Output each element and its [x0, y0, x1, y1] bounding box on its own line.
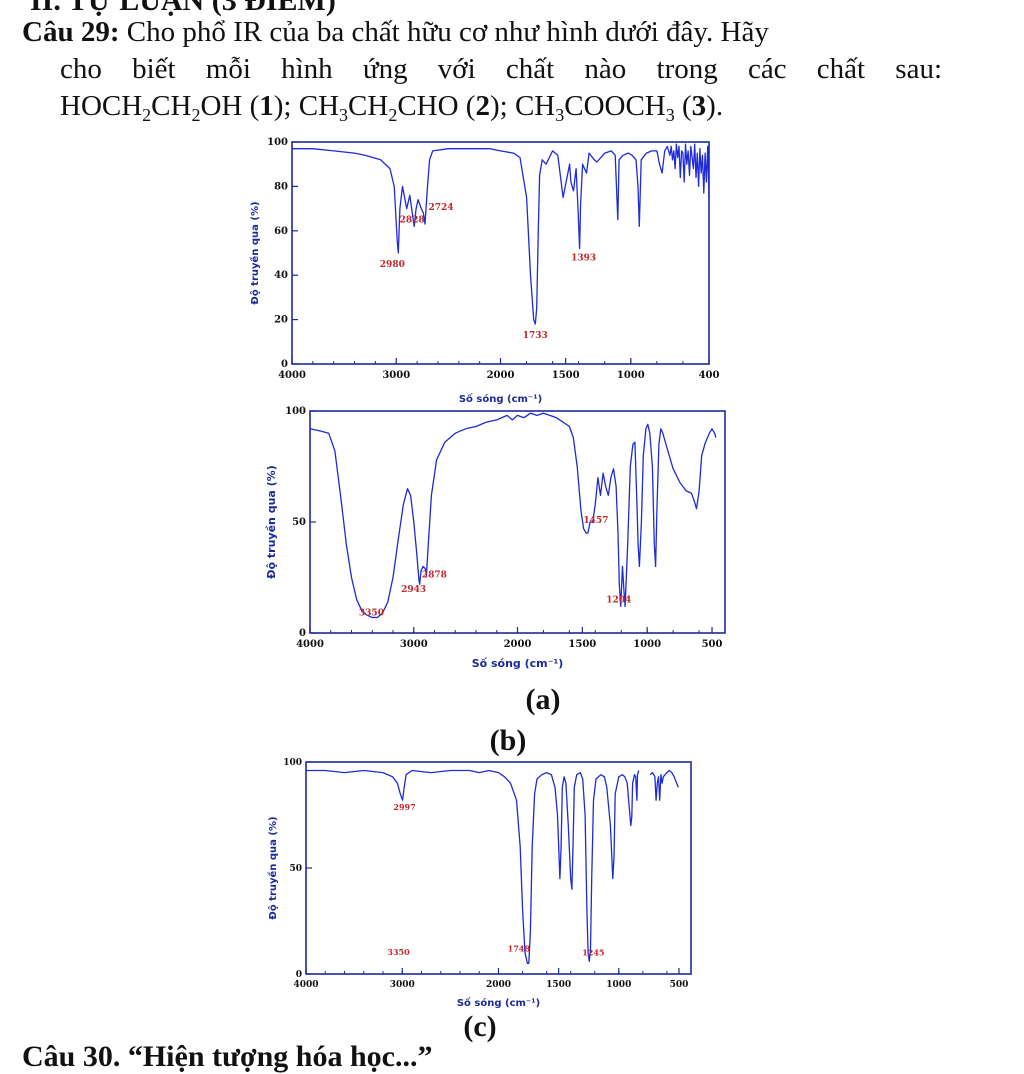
y-tick-label: 50 [289, 864, 302, 874]
peak-label-1457: 1457 [583, 516, 608, 526]
y-axis-title: Độ truyền qua (%) [265, 465, 278, 578]
caption-c: (c) [463, 1010, 497, 1043]
x-tick-label: 4000 [278, 370, 306, 381]
x-axis-title: Số sóng (cm⁻¹) [472, 657, 564, 670]
peak-label-2724: 2724 [428, 203, 453, 213]
y-tick-label: 0 [299, 628, 306, 639]
y-tick-label: 20 [274, 315, 288, 326]
peak-label-2943: 2943 [401, 585, 426, 595]
x-tick-label: 1500 [568, 639, 596, 650]
compound-1: HOCH2CH2OH (1); [60, 90, 299, 125]
compound-list: HOCH2CH2OH (1); CH3CH2CHO (2); CH3COOCH3… [22, 88, 942, 125]
y-tick-label: 60 [274, 226, 288, 237]
x-tick-label: 1000 [617, 370, 645, 381]
ir-spectrum-chart-a: 4000 3000 2000 1500 1000 500 0 50 100 Số sóng (cm… [265, 406, 726, 670]
y-axis-title: Độ truyền qua (%) [248, 201, 261, 304]
cut-off-section-heading: II. TỰ LUẬN (3 ĐIỂM) [30, 0, 336, 17]
question-line-1: Câu 29: Cho phổ IR của ba chất hữu cơ nh… [22, 14, 942, 51]
peak-label-3350: 3350 [359, 608, 384, 618]
peak-label-2828: 2828 [400, 215, 425, 225]
peak-label-2878: 2878 [422, 570, 447, 580]
x-axis-title: Số sóng (cm⁻¹) [457, 996, 540, 1009]
x-tick-label: 1500 [552, 370, 580, 381]
peak-label-2980: 2980 [380, 260, 405, 270]
peak-label-1393: 1393 [571, 254, 596, 264]
x-tick-label: 2000 [487, 370, 515, 381]
caption-b: (b) [489, 724, 527, 757]
question-line-1-text: Cho phổ IR của ba chất hữu cơ như hình d… [126, 16, 769, 48]
spectrum-line-1 [292, 143, 710, 325]
question-text: Câu 29: Cho phổ IR của ba chất hữu cơ nh… [22, 14, 942, 125]
y-tick-label: 100 [267, 137, 288, 148]
plot-frame [309, 410, 726, 634]
x-tick-label: 4000 [296, 639, 324, 650]
peak-label-2997: 2997 [393, 802, 415, 812]
question-number: Câu 29: [22, 16, 120, 48]
cut-off-next-question: Câu 30. “Hiện tượng hóa học...” [22, 1040, 433, 1073]
y-tick-label: 0 [296, 970, 302, 980]
y-axis-title: Độ truyền qua (%) [266, 816, 279, 919]
ir-spectrum-chart-c: 4000 3000 2000 1500 1000 500 0 50 100 Số sóng (cm… [266, 758, 692, 1009]
plot-frame [305, 761, 692, 975]
x-tick-label: 3000 [382, 370, 410, 381]
peak-label-1748: 1748 [508, 943, 531, 953]
y-tick-label: 80 [274, 181, 288, 192]
y-tick-label: 100 [285, 406, 306, 417]
x-tick-label: 1500 [546, 980, 571, 990]
x-tick-label: 4000 [293, 980, 318, 990]
x-axis-title: Số sóng (cm⁻¹) [459, 392, 542, 405]
y-tick-label: 0 [281, 359, 288, 370]
x-tick-label: 2000 [486, 980, 511, 990]
x-tick-label: 500 [702, 639, 723, 650]
x-tick-label: 400 [699, 370, 720, 381]
x-tick-label: 1000 [633, 639, 661, 650]
x-tick-label: 3000 [400, 639, 428, 650]
x-tick-label: 2000 [504, 639, 532, 650]
peak-label-1204: 1204 [606, 595, 631, 605]
y-tick-label: 40 [274, 270, 288, 281]
peak-label-1733: 1733 [523, 331, 548, 341]
spectrum-line-1 [309, 412, 717, 619]
spectrum-line-2 [649, 769, 679, 801]
caption-a: (a) [525, 683, 561, 716]
x-tick-label: 500 [670, 980, 689, 990]
x-tick-label: 3000 [390, 980, 415, 990]
plot-frame [291, 141, 710, 365]
spectrum-line-1 [306, 769, 640, 965]
x-tick-label: 1000 [606, 980, 631, 990]
compound-2: CH3CH2CHO (2); [298, 90, 515, 125]
peak-label-1245: 1245 [582, 947, 604, 957]
compound-3: CH3COOCH3 (3). [514, 90, 724, 125]
y-tick-label: 50 [292, 517, 306, 528]
peak-label-3350: 3350 [387, 947, 410, 957]
question-line-2: cho biết mỗi hình ứng với chất nào trong… [60, 53, 942, 85]
y-tick-label: 100 [283, 758, 302, 768]
